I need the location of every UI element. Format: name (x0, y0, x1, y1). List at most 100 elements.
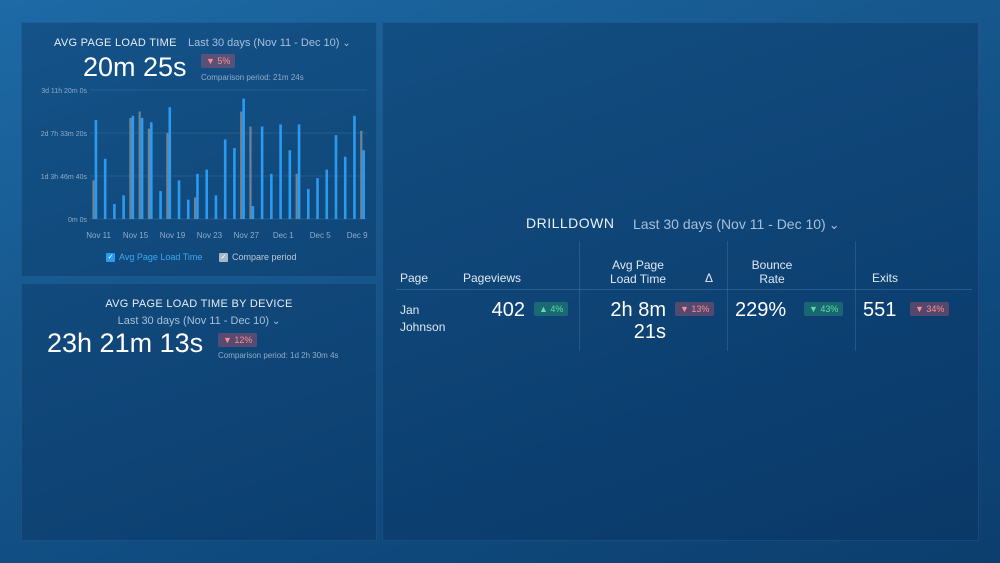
x-tick-label: Dec 1 (273, 231, 294, 240)
load-time-bar-chart: 0m 0s 1d 3h 46m 40s 2d 7h 33m 20s 3d 11h 20… (41, 88, 368, 240)
bar-compare (92, 180, 95, 219)
bar-primary (242, 98, 245, 219)
bar-primary (233, 148, 236, 219)
y-tick-label: 2d 7h 33m 20s (41, 131, 88, 138)
cell-line: Jan (400, 303, 420, 317)
metric-value: 20m 25s (83, 52, 187, 82)
delta-icon: Δ (705, 271, 714, 285)
y-tick-label: 3d 11h 20m 0s (41, 88, 87, 95)
avg-load-time-by-device-panel: AVG PAGE LOAD TIME BY DEVICE Last 30 day… (21, 283, 377, 541)
cell-page[interactable]: Jan Johnson (400, 302, 445, 336)
header-line: Load Time (609, 272, 667, 286)
chevron-down-icon: ⌄ (342, 38, 351, 49)
bar-compare (129, 117, 132, 219)
cell-line: 21s (633, 321, 666, 343)
bar-primary (325, 169, 329, 219)
bar-primary (168, 107, 172, 219)
bar-primary (205, 169, 209, 219)
x-tick-label: Dec 5 (310, 231, 331, 240)
panel-title: DRILLDOWN (526, 215, 615, 231)
bar-primary (214, 195, 218, 219)
bar-primary (196, 173, 199, 219)
header-line: Bounce (751, 258, 793, 272)
column-header-exits[interactable]: Exits (872, 271, 899, 285)
chevron-down-icon: ⌄ (828, 217, 840, 232)
column-header-bounce-rate[interactable]: Bounce Rate (738, 258, 806, 286)
change-badge: ▼ 43% (804, 302, 844, 316)
checkbox-checked-icon: ✓ (219, 252, 228, 262)
x-tick-label: Dec 9 (347, 231, 368, 240)
bar-primary (288, 150, 292, 219)
date-range-dropdown[interactable]: Last 30 days (Nov 11 - Dec 10) ⌄ (22, 315, 376, 327)
bar-primary (223, 139, 227, 219)
panel-title: AVG PAGE LOAD TIME BY DEVICE (105, 298, 293, 310)
column-divider (579, 241, 580, 351)
bar-primary (94, 120, 98, 219)
date-range-dropdown[interactable]: Last 30 days (Nov 11 - Dec 10) ⌄ (633, 216, 840, 233)
legend-item-primary[interactable]: ✓ Avg Page Load Time (106, 252, 202, 262)
change-badge: ▲ 4% (534, 302, 569, 316)
bar-primary (103, 158, 107, 219)
column-header-page[interactable]: Page (400, 271, 429, 285)
column-header-load-time[interactable]: Avg Page Load Time (593, 258, 683, 286)
bar-primary (316, 178, 319, 219)
legend-item-compare[interactable]: ✓ Compare period (219, 252, 297, 262)
bar-primary (159, 191, 162, 219)
x-tick-label: Nov 19 (160, 231, 186, 240)
x-tick-label: Nov 15 (123, 231, 149, 240)
cell-bounce-rate: 229% (735, 299, 787, 321)
date-range-label: Last 30 days (Nov 11 - Dec 10) (633, 216, 826, 232)
header-divider (396, 289, 972, 290)
bar-primary (306, 188, 310, 219)
bar-primary (131, 115, 135, 219)
cell-line: 2h 8m (610, 299, 666, 321)
bar-primary (297, 124, 301, 219)
bar-primary (122, 195, 125, 219)
comparison-text: Comparison period: 21m 24s (201, 73, 304, 82)
change-badge: ▼ 5% (201, 54, 236, 68)
cell-pageviews: 402 (491, 299, 525, 321)
bar-compare (166, 133, 169, 219)
column-divider (855, 241, 856, 351)
bar-primary (343, 156, 347, 219)
bar-compare (240, 111, 243, 219)
date-range-label: Last 30 days (Nov 11 - Dec 10) (188, 37, 340, 49)
bar-compare (249, 126, 252, 219)
header-line: Avg Page (612, 258, 664, 272)
x-tick-label: Nov 23 (197, 231, 223, 240)
bar-compare (360, 130, 363, 219)
bar-compare (295, 173, 298, 219)
cell-exits: 551 (863, 299, 897, 321)
legend-label: Avg Page Load Time (119, 252, 203, 262)
change-badge: ▼ 13% (675, 302, 715, 316)
cell-line: Johnson (400, 320, 446, 334)
column-divider (727, 241, 728, 351)
panel-title: AVG PAGE LOAD TIME (54, 37, 177, 49)
date-range-dropdown[interactable]: Last 30 days (Nov 11 - Dec 10) ⌄ (188, 37, 351, 49)
bar-compare (193, 197, 197, 219)
date-range-label: Last 30 days (Nov 11 - Dec 10) (117, 315, 270, 327)
drilldown-panel: DRILLDOWN Last 30 days (Nov 11 - Dec 10)… (382, 22, 979, 541)
metric-value: 23h 21m 13s (47, 328, 204, 358)
bar-primary (279, 124, 282, 219)
bar-primary (140, 117, 144, 219)
avg-load-time-panel: AVG PAGE LOAD TIME Last 30 days (Nov 11 … (21, 22, 377, 277)
comparison-text: Comparison period: 1d 2h 30m 4s (218, 351, 339, 360)
change-badge: ▼ 12% (218, 333, 258, 347)
x-tick-label: Nov 27 (234, 231, 260, 240)
bar-compare (138, 111, 141, 219)
bar-compare (147, 128, 151, 219)
y-tick-label: 0m 0s (68, 217, 88, 224)
chevron-down-icon: ⌄ (272, 316, 281, 327)
bar-primary (353, 115, 356, 219)
bar-primary (334, 135, 338, 219)
checkbox-checked-icon: ✓ (106, 252, 115, 262)
column-header-pageviews[interactable]: Pageviews (463, 271, 522, 285)
y-tick-label: 1d 3h 46m 40s (41, 174, 88, 181)
bar-primary (260, 126, 264, 219)
legend-label: Compare period (232, 252, 297, 262)
bar-primary (186, 199, 190, 219)
bar-primary (270, 173, 273, 219)
bar-primary (177, 180, 181, 219)
cell-load-time: 2h 8m 21s (588, 299, 666, 343)
